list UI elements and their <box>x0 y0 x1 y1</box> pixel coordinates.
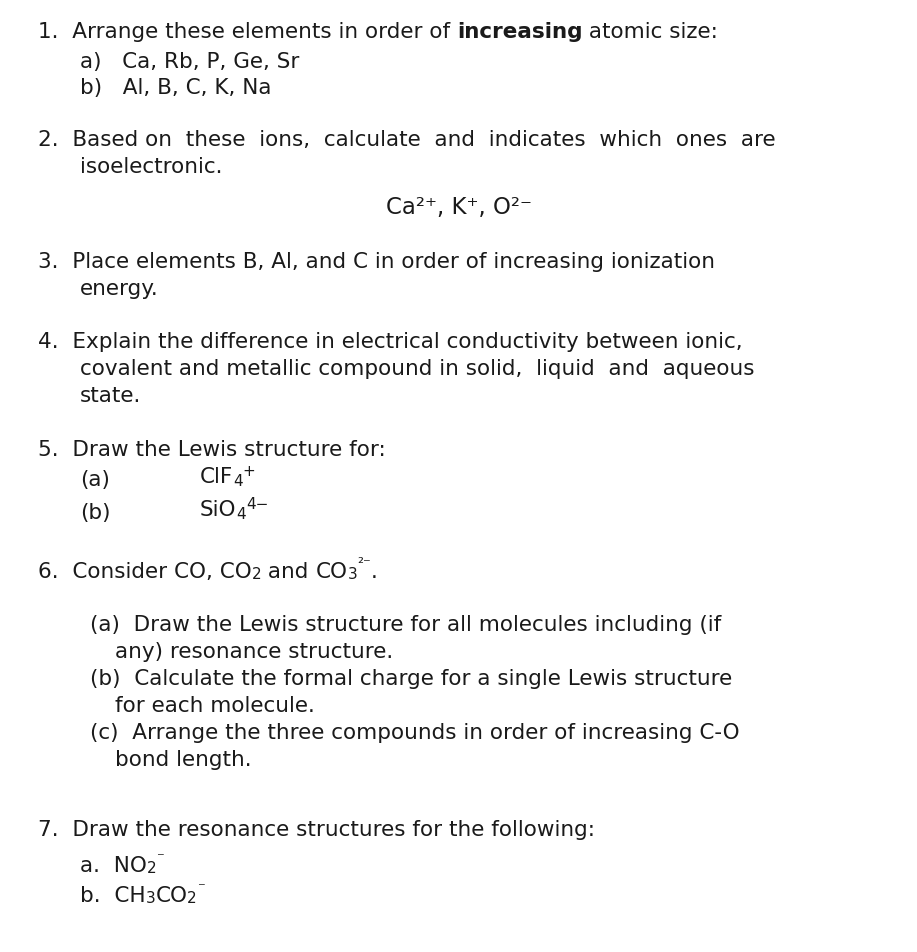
Text: SiO: SiO <box>200 500 237 520</box>
Text: 4−: 4− <box>246 497 269 512</box>
Text: 3: 3 <box>348 567 358 582</box>
Text: Ca²⁺, K⁺, O²⁻: Ca²⁺, K⁺, O²⁻ <box>385 196 532 219</box>
Text: .: . <box>371 562 378 582</box>
Text: 2: 2 <box>252 567 261 582</box>
Text: 2: 2 <box>147 861 157 876</box>
Text: (a)  Draw the Lewis structure for all molecules including (if: (a) Draw the Lewis structure for all mol… <box>90 615 722 635</box>
Text: 6.  Consider CO, CO: 6. Consider CO, CO <box>38 562 252 582</box>
Text: 3: 3 <box>146 891 155 906</box>
Text: a)   Ca, Rb, P, Ge, Sr: a) Ca, Rb, P, Ge, Sr <box>80 52 299 72</box>
Text: 4.  Explain the difference in electrical conductivity between ionic,: 4. Explain the difference in electrical … <box>38 332 743 352</box>
Text: 2: 2 <box>187 891 197 906</box>
Text: (b): (b) <box>80 503 111 523</box>
Text: b.  CH: b. CH <box>80 886 146 906</box>
Text: ²⁻: ²⁻ <box>358 556 371 571</box>
Text: any) resonance structure.: any) resonance structure. <box>115 642 393 662</box>
Text: (b)  Calculate the formal charge for a single Lewis structure: (b) Calculate the formal charge for a si… <box>90 669 733 689</box>
Text: 5.  Draw the Lewis structure for:: 5. Draw the Lewis structure for: <box>38 440 386 460</box>
Text: covalent and metallic compound in solid,  liquid  and  aqueous: covalent and metallic compound in solid,… <box>80 359 755 379</box>
Text: atomic size:: atomic size: <box>582 22 718 42</box>
Text: 1.  Arrange these elements in order of: 1. Arrange these elements in order of <box>38 22 457 42</box>
Text: bond length.: bond length. <box>115 750 251 770</box>
Text: b)   Al, B, C, K, Na: b) Al, B, C, K, Na <box>80 78 271 98</box>
Text: +: + <box>243 464 256 479</box>
Text: and: and <box>261 562 315 582</box>
Text: increasing: increasing <box>457 22 582 42</box>
Text: 2.  Based on  these  ions,  calculate  and  indicates  which  ones  are: 2. Based on these ions, calculate and in… <box>38 130 776 150</box>
Text: ClF: ClF <box>200 467 233 487</box>
Text: 3.  Place elements B, Al, and C in order of increasing ionization: 3. Place elements B, Al, and C in order … <box>38 252 715 272</box>
Text: isoelectronic.: isoelectronic. <box>80 157 223 177</box>
Text: 4: 4 <box>237 507 246 522</box>
Text: energy.: energy. <box>80 279 159 299</box>
Text: for each molecule.: for each molecule. <box>115 696 315 716</box>
Text: ⁻: ⁻ <box>197 880 204 895</box>
Text: (c)  Arrange the three compounds in order of increasing C-O: (c) Arrange the three compounds in order… <box>90 723 740 743</box>
Text: 7.  Draw the resonance structures for the following:: 7. Draw the resonance structures for the… <box>38 820 595 840</box>
Text: CO: CO <box>155 886 187 906</box>
Text: ⁻: ⁻ <box>157 850 164 865</box>
Text: (a): (a) <box>80 470 110 490</box>
Text: state.: state. <box>80 386 141 406</box>
Text: 4: 4 <box>233 474 243 489</box>
Text: CO: CO <box>315 562 348 582</box>
Text: a.  NO: a. NO <box>80 856 147 876</box>
